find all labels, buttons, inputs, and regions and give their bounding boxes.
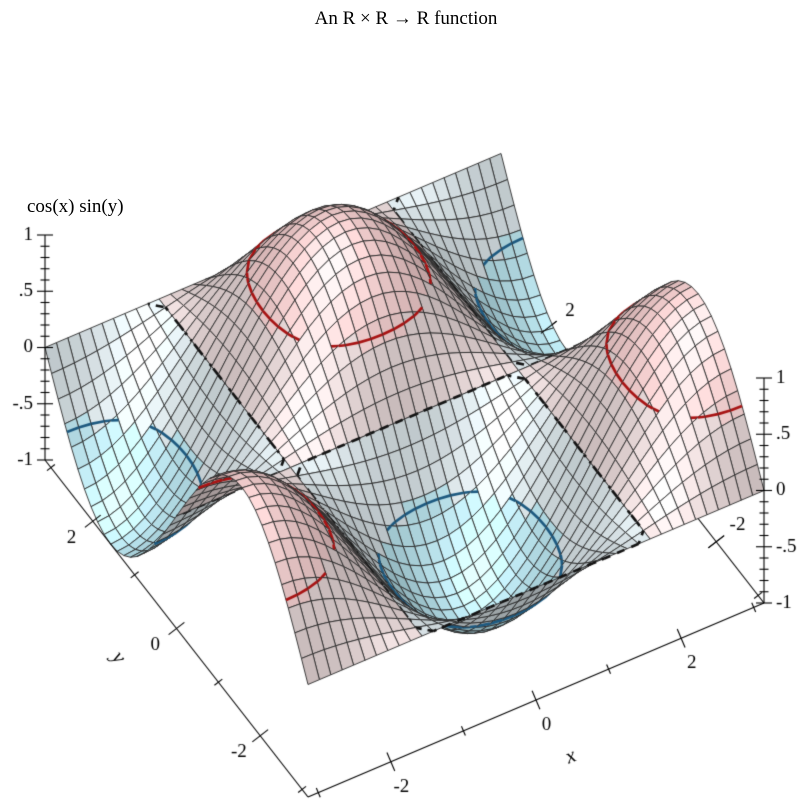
plot-title: An R × R → R function xyxy=(314,8,498,29)
z-axis-title: cos(x) sin(y) xyxy=(27,196,124,217)
